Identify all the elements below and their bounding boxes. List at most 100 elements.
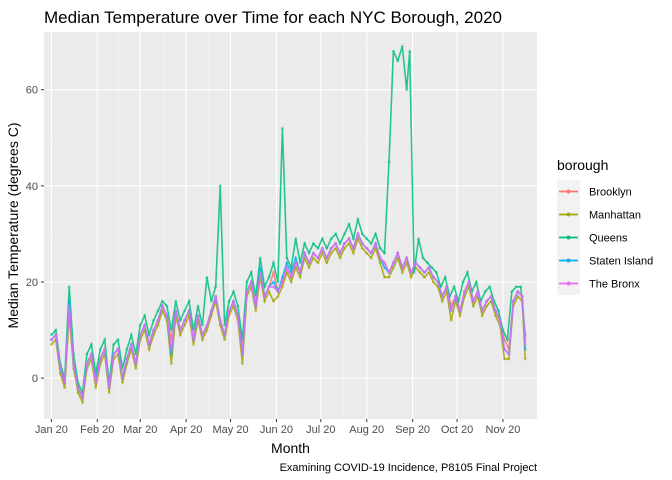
data-point-the-bronx	[276, 290, 280, 294]
data-point-manhattan	[383, 275, 386, 279]
data-point-queens	[272, 261, 275, 265]
data-point-the-bronx	[227, 309, 231, 313]
data-point-queens	[325, 246, 329, 250]
data-point-the-bronx	[338, 251, 342, 255]
data-point-manhattan	[63, 386, 67, 390]
data-point-the-bronx	[378, 256, 382, 260]
data-point-manhattan	[81, 400, 84, 404]
data-point-manhattan	[183, 323, 187, 327]
data-point-the-bronx	[58, 367, 62, 370]
legend-label: Manhattan	[589, 210, 641, 222]
data-point-queens	[223, 323, 227, 327]
data-point-queens	[178, 318, 182, 322]
data-point-queens	[483, 290, 487, 294]
legend-label: The Bronx	[589, 279, 640, 291]
data-point-the-bronx	[196, 314, 200, 318]
data-point-the-bronx	[458, 309, 462, 313]
legend-key-point	[566, 258, 571, 263]
data-point-the-bronx	[174, 309, 178, 313]
data-point-queens	[488, 285, 492, 289]
data-point-the-bronx	[418, 266, 422, 270]
data-point-the-bronx	[280, 280, 284, 284]
data-point-queens	[474, 280, 478, 284]
data-point-manhattan	[289, 280, 293, 284]
data-point-queens	[374, 232, 378, 236]
data-point-manhattan	[423, 275, 426, 279]
data-point-queens	[383, 251, 386, 255]
data-point-the-bronx	[214, 294, 218, 298]
data-point-the-bronx	[502, 347, 506, 351]
x-tick-label: Jul 20	[306, 424, 335, 436]
data-point-the-bronx	[511, 299, 515, 303]
data-point-manhattan	[516, 294, 520, 298]
data-point-the-bronx	[311, 251, 315, 255]
data-point-queens	[514, 285, 518, 289]
data-point-queens	[329, 237, 333, 241]
data-point-queens	[400, 44, 404, 48]
data-point-queens	[505, 338, 509, 342]
data-point-queens	[412, 270, 416, 274]
data-point-manhattan	[76, 391, 80, 395]
data-point-queens	[452, 285, 456, 289]
data-point-staten-island	[285, 261, 289, 265]
data-point-manhattan	[169, 362, 173, 366]
data-point-the-bronx	[49, 338, 53, 342]
data-point-manhattan	[107, 391, 111, 395]
data-point-manhattan	[365, 251, 369, 255]
data-point-the-bronx	[445, 285, 449, 289]
data-point-queens	[112, 343, 116, 346]
data-point-queens	[156, 309, 160, 313]
data-point-manhattan	[347, 242, 351, 245]
data-point-manhattan	[391, 266, 395, 270]
data-point-manhattan	[267, 290, 271, 294]
data-point-manhattan	[316, 261, 320, 265]
data-point-queens	[294, 237, 298, 241]
x-tick-label: Feb 20	[80, 424, 114, 436]
data-point-manhattan	[263, 299, 267, 303]
x-tick-label: May 20	[213, 424, 249, 436]
data-point-the-bronx	[103, 347, 107, 351]
data-point-the-bronx	[267, 285, 271, 289]
data-point-manhattan	[449, 318, 453, 322]
chart-title: Median Temperature over Time for each NY…	[44, 8, 502, 27]
data-point-queens	[417, 237, 421, 241]
data-point-queens	[249, 270, 253, 274]
legend-item-brooklyn: Brooklyn	[557, 180, 632, 203]
data-point-the-bronx	[94, 381, 98, 385]
data-point-queens	[209, 299, 213, 303]
data-point-manhattan	[343, 246, 346, 250]
data-point-the-bronx	[351, 246, 355, 250]
data-point-the-bronx	[254, 304, 258, 308]
data-point-the-bronx	[449, 309, 453, 313]
legend: borough Brooklyn Manhattan Queens Staten Is…	[557, 157, 653, 295]
data-point-the-bronx	[489, 294, 493, 298]
data-point-staten-island	[294, 256, 298, 260]
data-point-the-bronx	[494, 309, 497, 313]
data-point-the-bronx	[423, 270, 426, 274]
data-point-the-bronx	[134, 362, 138, 366]
data-point-the-bronx	[409, 270, 413, 274]
data-point-the-bronx	[209, 309, 213, 313]
data-point-manhattan	[378, 261, 382, 265]
data-point-staten-island	[523, 347, 527, 351]
data-point-the-bronx	[156, 318, 160, 322]
x-tick-label: Oct 20	[441, 424, 473, 436]
legend-item-the-bronx: The Bronx	[557, 272, 640, 295]
legend-key-point	[566, 281, 571, 286]
data-point-queens	[396, 59, 400, 63]
x-tick-label: Sep 20	[395, 424, 430, 436]
data-point-queens	[214, 285, 218, 289]
data-point-queens	[227, 299, 231, 303]
data-point-staten-island	[258, 266, 262, 270]
data-point-manhattan	[156, 323, 160, 327]
data-point-the-bronx	[343, 242, 346, 245]
data-point-queens	[129, 333, 133, 337]
data-point-the-bronx	[298, 270, 302, 274]
data-point-the-bronx	[289, 275, 293, 279]
data-point-queens	[187, 299, 191, 303]
legend-key-point	[566, 212, 571, 217]
data-point-queens	[285, 256, 289, 260]
data-point-queens	[298, 261, 302, 265]
data-point-the-bronx	[285, 266, 289, 270]
